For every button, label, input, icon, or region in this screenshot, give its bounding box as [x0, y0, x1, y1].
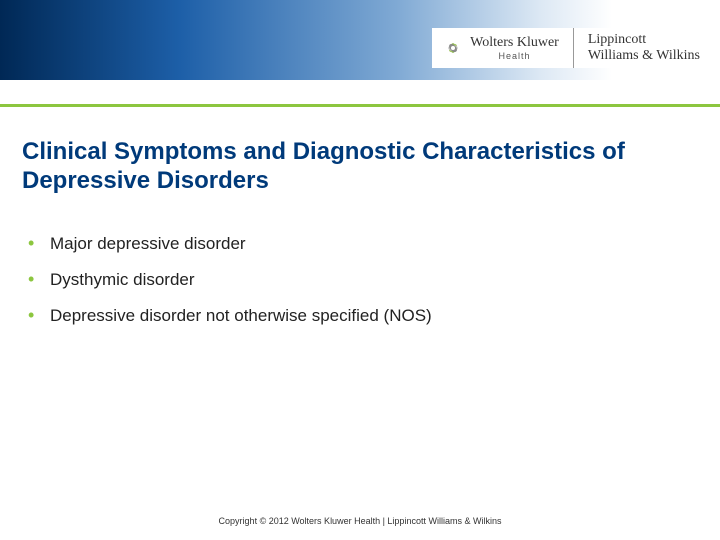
brand-left-sub: Health	[470, 52, 559, 61]
list-item: Dysthymic disorder	[28, 270, 698, 290]
slide-title: Clinical Symptoms and Diagnostic Charact…	[22, 138, 698, 196]
wolters-kluwer-text: Wolters Kluwer Health	[470, 36, 559, 61]
brand-right-line2: Williams & Wilkins	[588, 48, 700, 64]
bullet-list: Major depressive disorder Dysthymic diso…	[22, 234, 698, 326]
list-item: Depressive disorder not otherwise specif…	[28, 306, 698, 326]
brand-right-line1: Lippincott	[588, 32, 700, 48]
header-divider	[0, 104, 720, 107]
list-item: Major depressive disorder	[28, 234, 698, 254]
brand-separator	[573, 28, 574, 68]
copyright-footer: Copyright © 2012 Wolters Kluwer Health |…	[0, 516, 720, 526]
brand-left-name: Wolters Kluwer	[470, 36, 559, 50]
lippincott-logo: Lippincott Williams & Wilkins	[588, 32, 700, 64]
slide-header: Wolters Kluwer Health Lippincott William…	[0, 0, 720, 108]
wolters-kluwer-logo: Wolters Kluwer Health	[442, 36, 559, 61]
slide-content: Clinical Symptoms and Diagnostic Charact…	[0, 108, 720, 326]
logo-block: Wolters Kluwer Health Lippincott William…	[432, 28, 700, 68]
rosette-icon	[442, 37, 464, 59]
